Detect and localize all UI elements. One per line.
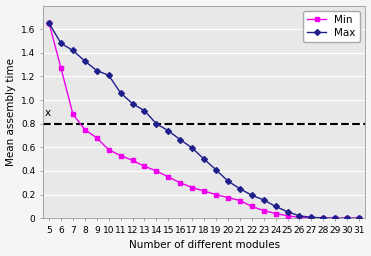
Max bbox=[273, 205, 278, 208]
Min bbox=[309, 216, 313, 219]
Y-axis label: Mean assembly time: Mean assembly time bbox=[6, 58, 16, 166]
Max bbox=[321, 216, 325, 219]
Min bbox=[71, 113, 75, 116]
Max bbox=[309, 216, 313, 219]
Max bbox=[154, 122, 159, 125]
Min bbox=[321, 217, 325, 220]
Max bbox=[285, 210, 290, 213]
Max bbox=[190, 146, 194, 150]
Max bbox=[250, 194, 254, 197]
Max bbox=[262, 198, 266, 201]
Min bbox=[142, 165, 147, 168]
Min bbox=[106, 148, 111, 151]
Min bbox=[214, 193, 218, 196]
Max bbox=[333, 217, 338, 220]
Min bbox=[118, 154, 123, 157]
Max bbox=[130, 102, 135, 105]
Line: Max: Max bbox=[47, 21, 361, 220]
Max bbox=[345, 217, 349, 220]
Min bbox=[262, 209, 266, 212]
Max bbox=[202, 158, 206, 161]
Min bbox=[357, 217, 361, 220]
Max bbox=[237, 187, 242, 190]
Max bbox=[83, 60, 87, 63]
Max bbox=[226, 179, 230, 183]
Min bbox=[202, 189, 206, 193]
Min bbox=[250, 205, 254, 208]
Min bbox=[130, 159, 135, 162]
Min bbox=[237, 199, 242, 202]
Max bbox=[59, 42, 63, 45]
Max bbox=[142, 109, 147, 112]
Min bbox=[83, 128, 87, 131]
Min bbox=[154, 169, 159, 173]
Max bbox=[297, 214, 302, 217]
Min bbox=[95, 136, 99, 140]
Max bbox=[357, 217, 361, 220]
Text: x: x bbox=[45, 108, 51, 119]
Line: Min: Min bbox=[47, 21, 361, 220]
Max bbox=[106, 74, 111, 77]
X-axis label: Number of different modules: Number of different modules bbox=[128, 240, 280, 250]
Min bbox=[190, 186, 194, 189]
Max bbox=[118, 91, 123, 94]
Min bbox=[226, 196, 230, 199]
Min bbox=[47, 22, 51, 25]
Min bbox=[345, 217, 349, 220]
Min bbox=[333, 217, 338, 220]
Max bbox=[47, 22, 51, 25]
Max bbox=[214, 168, 218, 171]
Max bbox=[95, 69, 99, 72]
Max bbox=[71, 49, 75, 52]
Max bbox=[178, 138, 183, 141]
Legend: Min, Max: Min, Max bbox=[303, 11, 360, 42]
Min bbox=[285, 214, 290, 217]
Min bbox=[273, 212, 278, 215]
Min bbox=[297, 216, 302, 219]
Max bbox=[166, 129, 171, 132]
Min bbox=[178, 181, 183, 184]
Min bbox=[166, 175, 171, 178]
Min bbox=[59, 67, 63, 70]
